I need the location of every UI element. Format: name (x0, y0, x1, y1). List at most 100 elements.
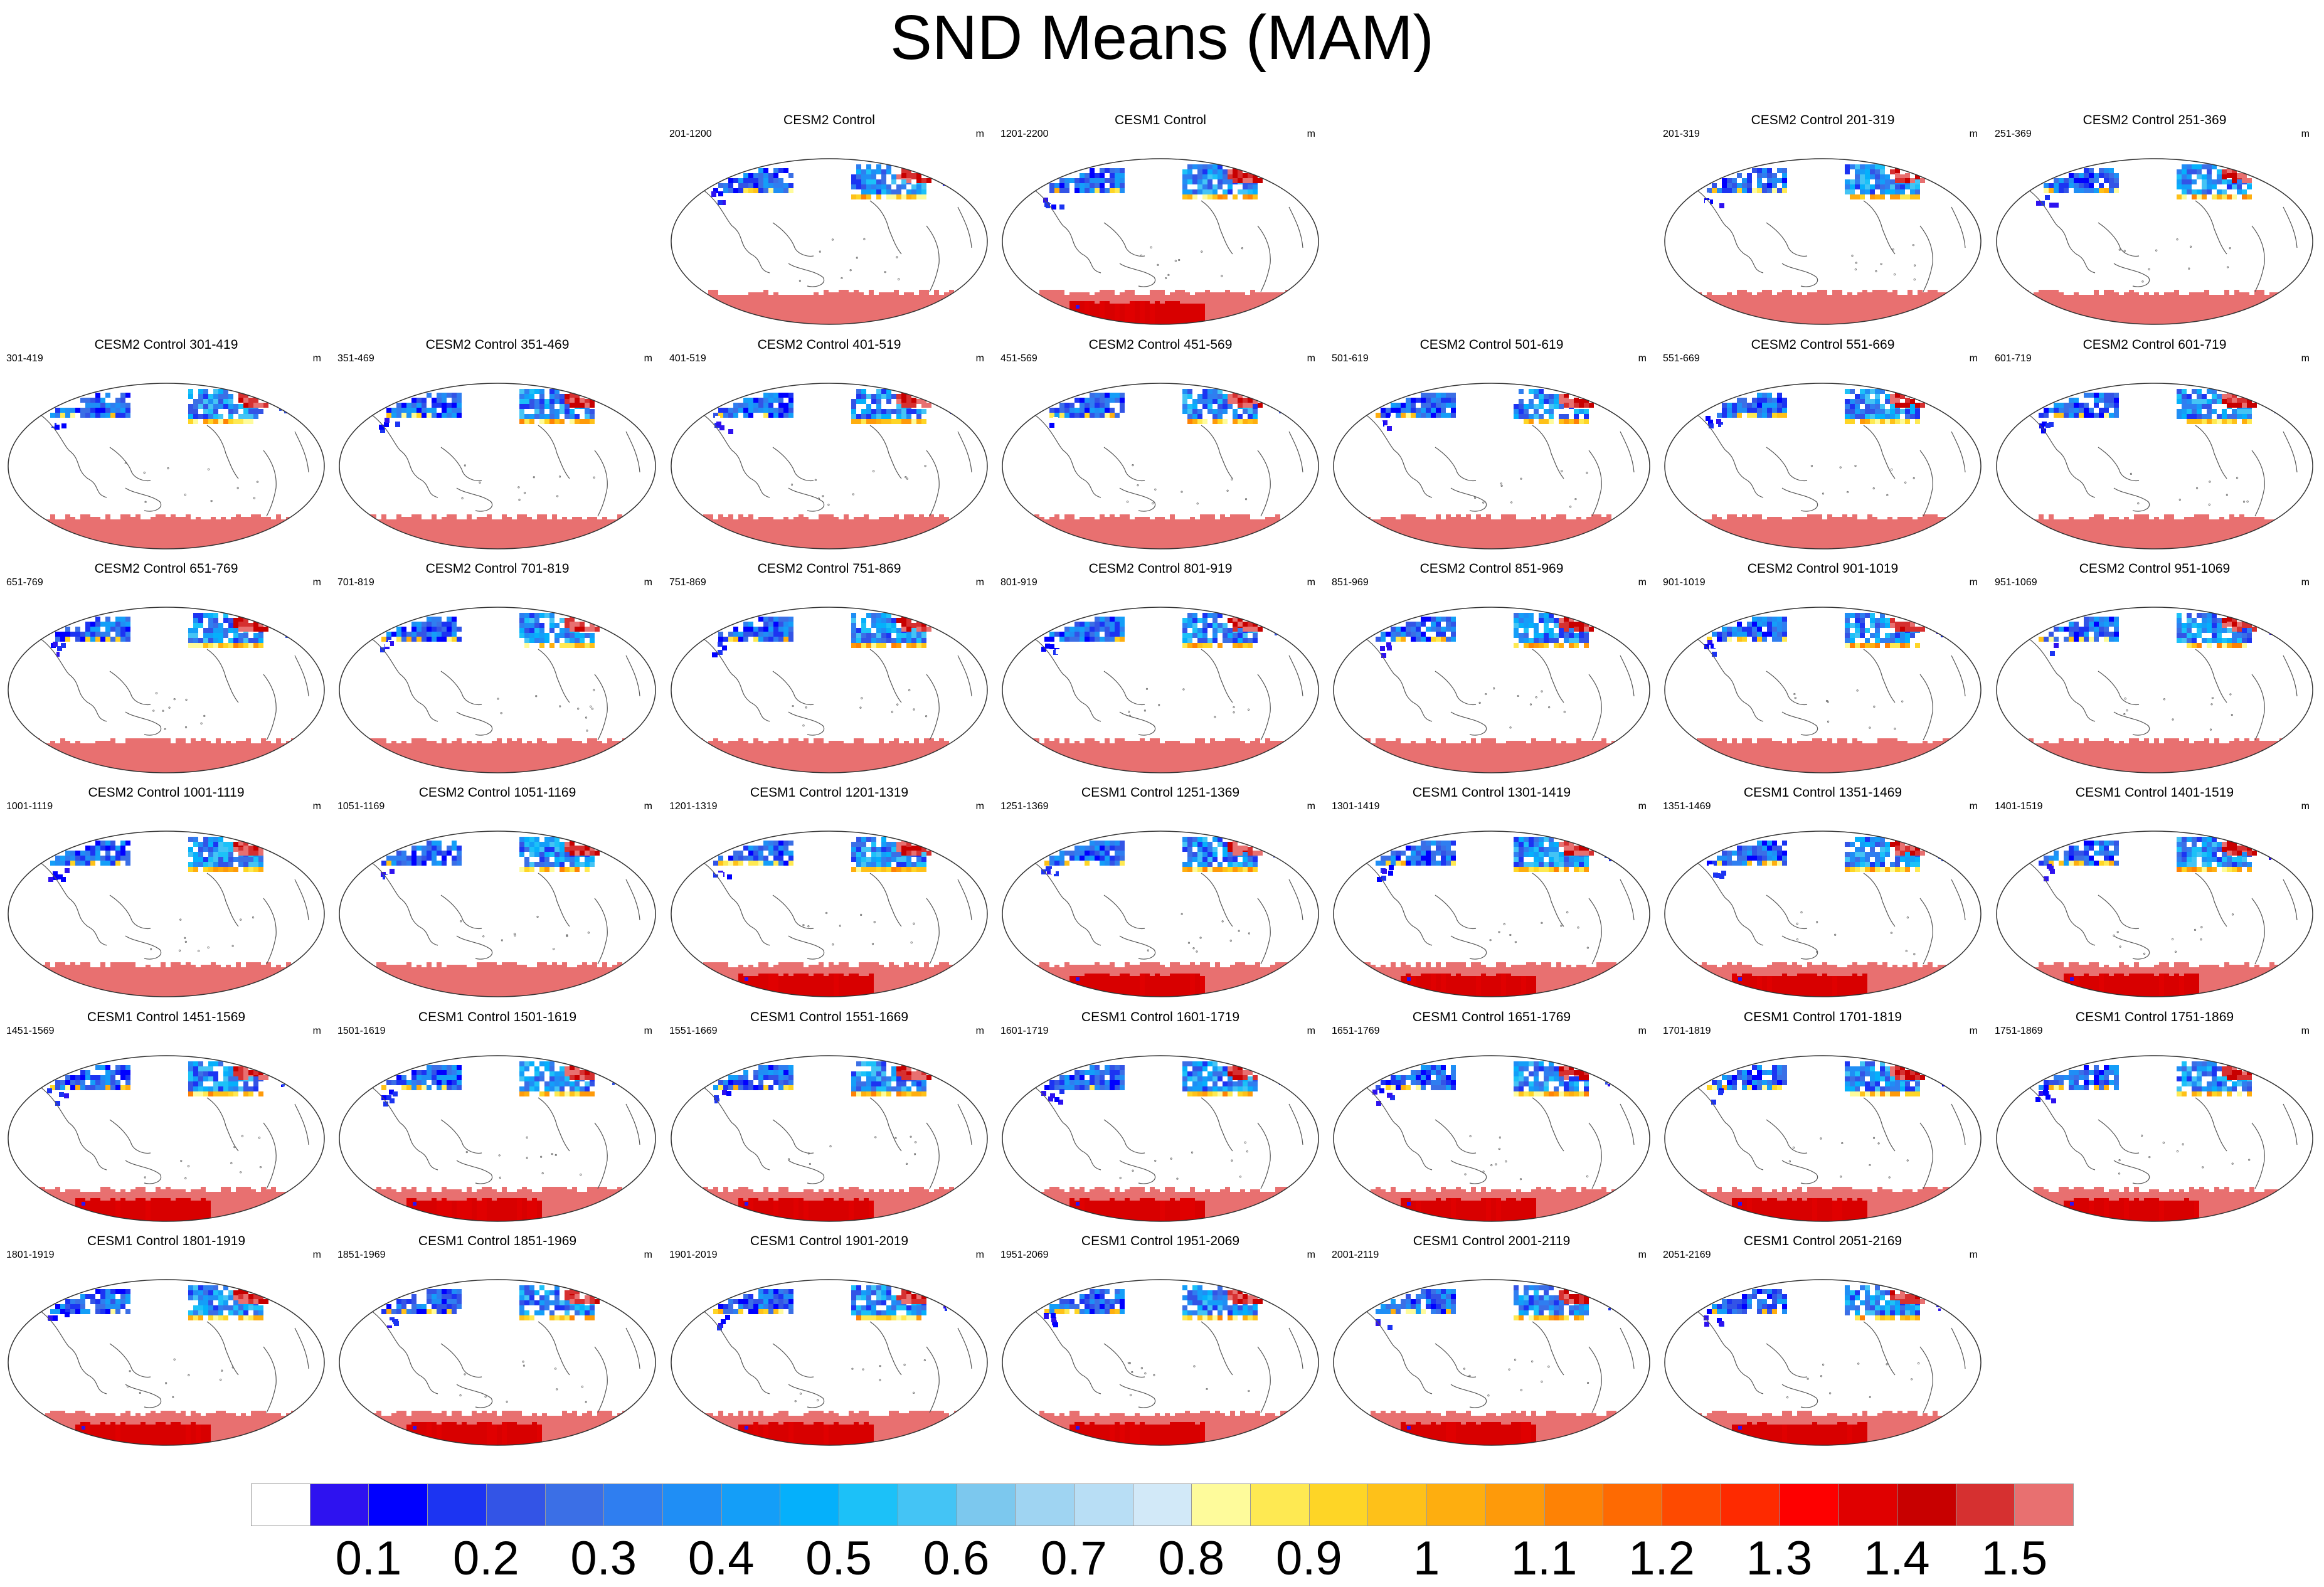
map-projection (1657, 1234, 1989, 1447)
map-projection (0, 1234, 332, 1447)
colorbar-swatch (1426, 1484, 1486, 1526)
map-projection (1988, 113, 2321, 326)
colorbar-swatch (957, 1484, 1016, 1526)
colorbar-swatch (662, 1484, 722, 1526)
map-projection (1325, 1234, 1658, 1447)
colorbar-swatch (2014, 1484, 2074, 1526)
map-projection (994, 113, 1327, 326)
colorbar-label: 0.2 (436, 1531, 536, 1587)
map-projection (1657, 337, 1989, 551)
colorbar-label: 1.1 (1494, 1531, 1594, 1587)
map-projection (1325, 337, 1658, 551)
map-projection (1988, 337, 2321, 551)
colorbar-label: 0.5 (788, 1531, 889, 1587)
colorbar-swatch (1485, 1484, 1545, 1526)
colorbar-swatch (1133, 1484, 1192, 1526)
map-projection (1657, 561, 1989, 775)
colorbar-swatch (780, 1484, 839, 1526)
map-projection (663, 1234, 995, 1447)
map-projection (663, 337, 995, 551)
colorbar-swatch (1544, 1484, 1604, 1526)
colorbar-swatch (721, 1484, 781, 1526)
colorbar-swatch (603, 1484, 663, 1526)
map-projection (331, 561, 664, 775)
colorbar-swatch (251, 1484, 310, 1526)
map-projection (1657, 1010, 1989, 1223)
map-projection (331, 337, 664, 551)
colorbar-swatch (1603, 1484, 1662, 1526)
map-projection (663, 1010, 995, 1223)
colorbar-swatch (486, 1484, 546, 1526)
colorbar-swatch (1191, 1484, 1251, 1526)
colorbar-label: 0.4 (671, 1531, 772, 1587)
colorbar-swatch (1838, 1484, 1897, 1526)
map-projection (1988, 785, 2321, 999)
colorbar-label: 0.6 (906, 1531, 1007, 1587)
colorbar-swatch (310, 1484, 369, 1526)
map-projection (1988, 561, 2321, 775)
colorbar-swatch (1367, 1484, 1427, 1526)
colorbar-label: 0.7 (1024, 1531, 1124, 1587)
colorbar-label: 0.1 (318, 1531, 418, 1587)
map-projection (331, 785, 664, 999)
colorbar-swatch (1662, 1484, 1721, 1526)
colorbar-swatch (839, 1484, 898, 1526)
map-projection (1325, 561, 1658, 775)
colorbar-label: 0.9 (1259, 1531, 1359, 1587)
map-projection (0, 561, 332, 775)
map-projection (1657, 785, 1989, 999)
map-projection (0, 1010, 332, 1223)
map-projection (1657, 113, 1989, 326)
map-projection (663, 785, 995, 999)
map-projection (994, 337, 1327, 551)
colorbar-swatch (1074, 1484, 1133, 1526)
map-projection (1988, 1010, 2321, 1223)
map-projection (331, 1234, 664, 1447)
colorbar-swatch (1956, 1484, 2015, 1526)
colorbar-label: 1 (1376, 1531, 1477, 1587)
colorbar-swatch (1309, 1484, 1369, 1526)
colorbar-swatch (427, 1484, 487, 1526)
map-projection (994, 1234, 1327, 1447)
colorbar-swatch (1250, 1484, 1310, 1526)
colorbar-swatch (545, 1484, 605, 1526)
map-projection (1325, 785, 1658, 999)
colorbar-label: 1.5 (1964, 1531, 2064, 1587)
map-projection (663, 113, 995, 326)
map-projection (994, 1010, 1327, 1223)
colorbar-label: 0.8 (1141, 1531, 1241, 1587)
colorbar-label: 1.3 (1729, 1531, 1829, 1587)
map-projection (663, 561, 995, 775)
colorbar-label: 1.4 (1847, 1531, 1947, 1587)
map-projection (0, 785, 332, 999)
